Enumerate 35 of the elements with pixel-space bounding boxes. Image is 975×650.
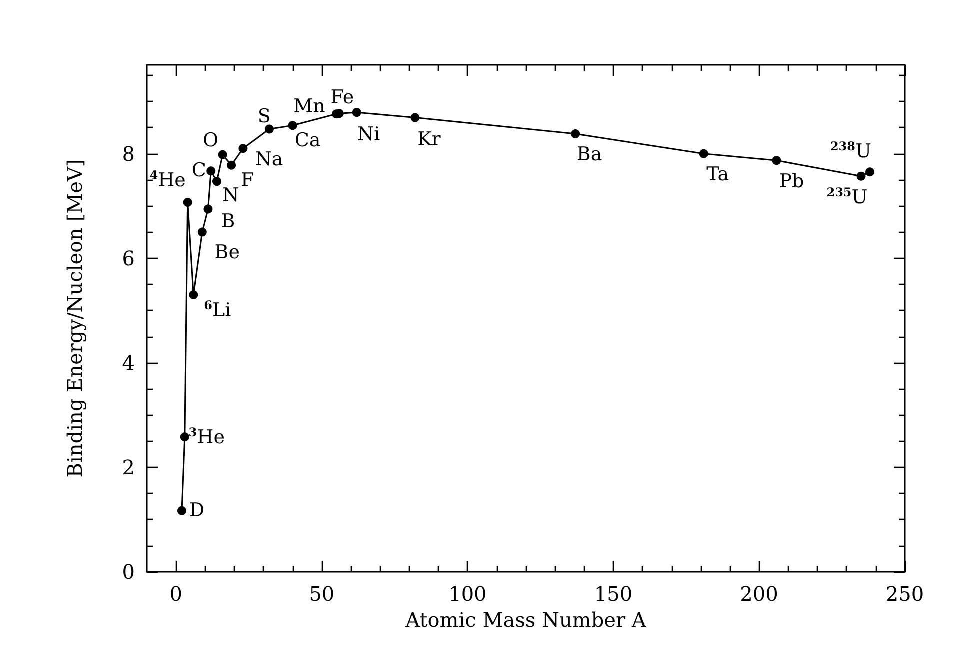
annotation: Mn <box>294 96 326 118</box>
annotation: S <box>258 106 271 128</box>
annotation: Fe <box>330 86 354 108</box>
annotation: N <box>222 184 240 206</box>
annotation: $^{235}$U <box>826 186 868 209</box>
annotation: Ca <box>294 129 321 152</box>
x-tick-label: 250 <box>886 582 924 606</box>
annotation: $^{6}$Li <box>204 298 232 322</box>
annotation: Na <box>255 148 284 170</box>
x-tick-label: 200 <box>740 582 778 606</box>
annotation: $^{4}$He <box>150 169 186 192</box>
x-tick-label: 0 <box>170 582 183 606</box>
y-tick-label: 0 <box>122 560 135 584</box>
x-tick-label: 150 <box>594 582 633 606</box>
annotation: D <box>189 499 205 522</box>
annotation: Ta <box>706 163 730 186</box>
annotation: Ba <box>576 143 602 166</box>
y-axis-title: Binding Energy/Nucleon [MeV] <box>63 159 87 478</box>
annotation: $^{238}$U <box>830 140 872 162</box>
x-tick-label: 50 <box>309 582 335 606</box>
annotation: O <box>203 129 219 152</box>
y-tick-label: 4 <box>122 350 135 375</box>
annotation: Kr <box>418 128 441 150</box>
annotation: F <box>240 170 254 192</box>
y-tick-label: 8 <box>122 142 135 166</box>
annotation: $^{3}$He <box>188 426 225 448</box>
annotation: C <box>192 160 206 182</box>
annotation: Pb <box>779 170 804 192</box>
annotation: Ni <box>358 123 380 146</box>
y-tick-label: 2 <box>122 455 135 480</box>
x-axis-title: Atomic Mass Number A <box>404 608 647 632</box>
annotation: B <box>221 210 236 233</box>
x-tick-label: 100 <box>448 582 487 606</box>
y-tick-label: 6 <box>122 246 135 270</box>
annotation: Be <box>214 242 240 264</box>
